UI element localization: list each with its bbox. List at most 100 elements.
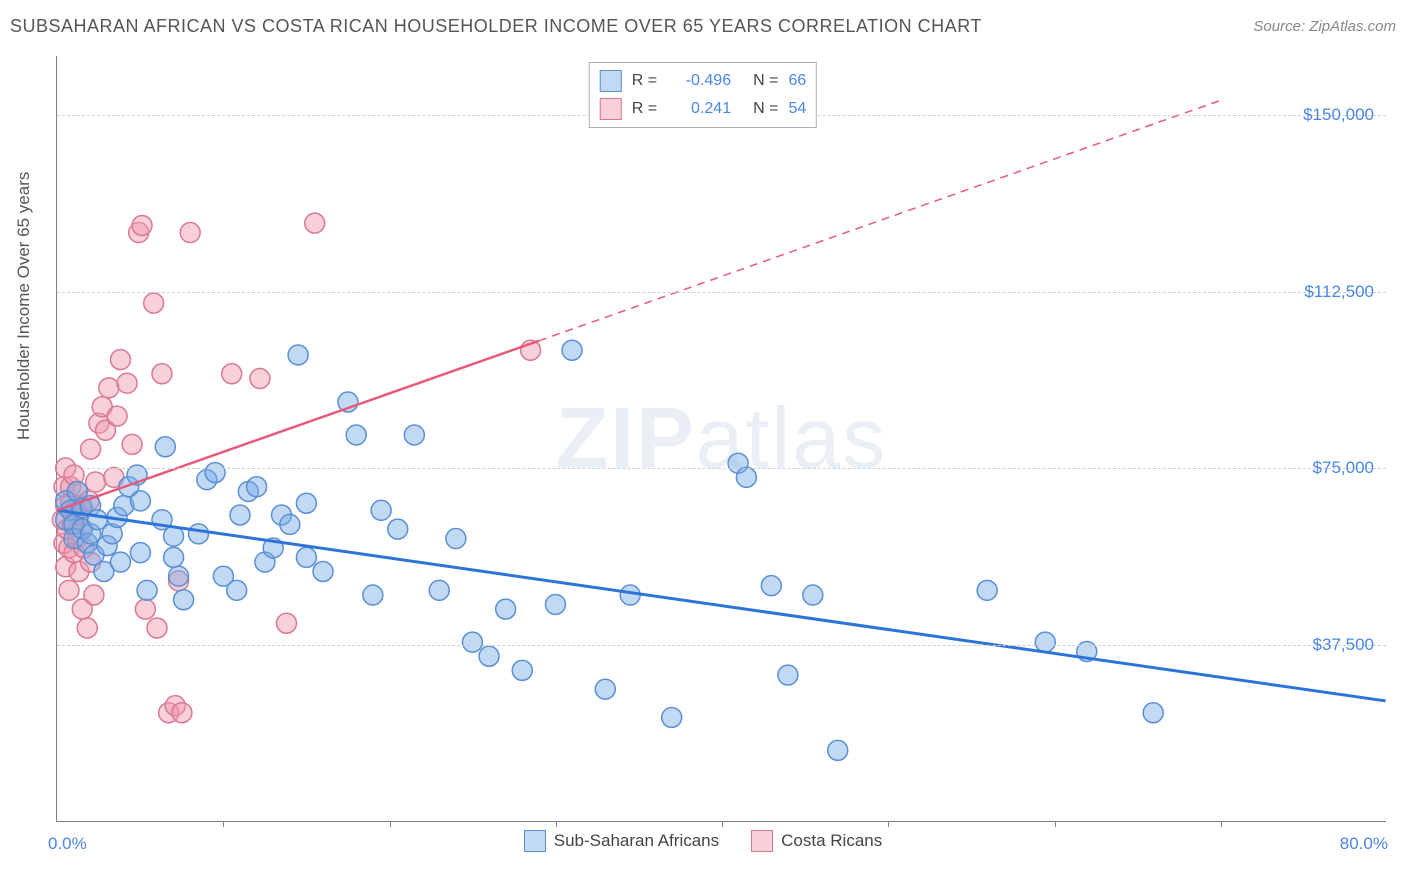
- data-point: [1143, 703, 1163, 723]
- y-tick-label: $37,500: [1313, 635, 1374, 655]
- data-point: [135, 599, 155, 619]
- trend-line: [57, 341, 538, 510]
- data-point: [363, 585, 383, 605]
- data-point: [462, 632, 482, 652]
- y-tick-label: $150,000: [1303, 105, 1374, 125]
- n-label-1: N =: [753, 72, 778, 90]
- data-point: [205, 463, 225, 483]
- r-label-2: R =: [632, 100, 657, 118]
- data-point: [110, 350, 130, 370]
- data-point: [152, 364, 172, 384]
- data-point: [137, 580, 157, 600]
- correlation-legend: R = -0.496 N = 66 R = 0.241 N = 54: [589, 62, 817, 128]
- data-point: [280, 514, 300, 534]
- data-point: [130, 491, 150, 511]
- x-tick: [390, 821, 391, 827]
- series1-swatch-icon: [600, 70, 622, 92]
- data-point: [305, 213, 325, 233]
- data-point: [99, 378, 119, 398]
- legend-item-1: Sub-Saharan Africans: [524, 830, 719, 852]
- data-point: [545, 594, 565, 614]
- data-point: [222, 364, 242, 384]
- title-bar: SUBSAHARAN AFRICAN VS COSTA RICAN HOUSEH…: [10, 12, 1396, 40]
- data-point: [736, 467, 756, 487]
- trend-line: [57, 510, 1385, 701]
- data-point: [446, 529, 466, 549]
- data-point: [803, 585, 823, 605]
- series2-legend-swatch-icon: [751, 830, 773, 852]
- correlation-row-1: R = -0.496 N = 66: [600, 67, 806, 95]
- y-tick-label: $75,000: [1313, 458, 1374, 478]
- x-tick: [1055, 821, 1056, 827]
- r-label-1: R =: [632, 72, 657, 90]
- data-point: [172, 703, 192, 723]
- data-point: [778, 665, 798, 685]
- correlation-row-2: R = 0.241 N = 54: [600, 95, 806, 123]
- data-point: [144, 293, 164, 313]
- data-point: [404, 425, 424, 445]
- data-point: [496, 599, 516, 619]
- data-point: [346, 425, 366, 445]
- source-prefix: Source:: [1253, 18, 1309, 35]
- data-point: [250, 368, 270, 388]
- series2-name: Costa Ricans: [781, 831, 882, 851]
- legend-item-2: Costa Ricans: [751, 830, 882, 852]
- data-point: [155, 437, 175, 457]
- data-point: [512, 660, 532, 680]
- x-tick: [556, 821, 557, 827]
- n-value-2: 54: [788, 100, 806, 118]
- data-point: [429, 580, 449, 600]
- data-point: [169, 566, 189, 586]
- series2-swatch-icon: [600, 98, 622, 120]
- r-value-1: -0.496: [667, 72, 731, 90]
- data-point: [288, 345, 308, 365]
- y-axis-label: Householder Income Over 65 years: [14, 172, 34, 440]
- data-point: [132, 215, 152, 235]
- x-tick: [888, 821, 889, 827]
- data-point: [147, 618, 167, 638]
- chart-container: SUBSAHARAN AFRICAN VS COSTA RICAN HOUSEH…: [0, 0, 1406, 892]
- data-point: [296, 547, 316, 567]
- gridline: [57, 645, 1386, 646]
- data-point: [277, 613, 297, 633]
- gridline: [57, 292, 1386, 293]
- data-point: [761, 576, 781, 596]
- r-value-2: 0.241: [667, 100, 731, 118]
- data-point: [977, 580, 997, 600]
- data-point: [371, 500, 391, 520]
- data-point: [77, 618, 97, 638]
- data-point: [230, 505, 250, 525]
- gridline: [57, 468, 1386, 469]
- data-point: [828, 740, 848, 760]
- data-point: [562, 340, 582, 360]
- data-point: [81, 439, 101, 459]
- data-point: [313, 562, 333, 582]
- data-point: [595, 679, 615, 699]
- data-point: [107, 406, 127, 426]
- data-point: [479, 646, 499, 666]
- data-point: [117, 373, 137, 393]
- data-point: [164, 547, 184, 567]
- plot-area: ZIPatlas $37,500$75,000$112,500$150,000: [56, 56, 1386, 822]
- plot-svg: [57, 56, 1386, 821]
- data-point: [84, 585, 104, 605]
- source-name: ZipAtlas.com: [1309, 18, 1396, 35]
- data-point: [247, 477, 267, 497]
- n-label-2: N =: [753, 100, 778, 118]
- data-point: [130, 543, 150, 563]
- x-tick: [223, 821, 224, 827]
- chart-title: SUBSAHARAN AFRICAN VS COSTA RICAN HOUSEH…: [10, 16, 982, 37]
- data-point: [662, 707, 682, 727]
- x-tick: [722, 821, 723, 827]
- data-point: [59, 580, 79, 600]
- x-tick: [1221, 821, 1222, 827]
- data-point: [388, 519, 408, 539]
- y-tick-label: $112,500: [1304, 282, 1374, 302]
- source-label: Source: ZipAtlas.com: [1253, 18, 1396, 35]
- data-point: [174, 590, 194, 610]
- data-point: [86, 472, 106, 492]
- series1-legend-swatch-icon: [524, 830, 546, 852]
- data-point: [227, 580, 247, 600]
- n-value-1: 66: [788, 72, 806, 90]
- data-point: [296, 493, 316, 513]
